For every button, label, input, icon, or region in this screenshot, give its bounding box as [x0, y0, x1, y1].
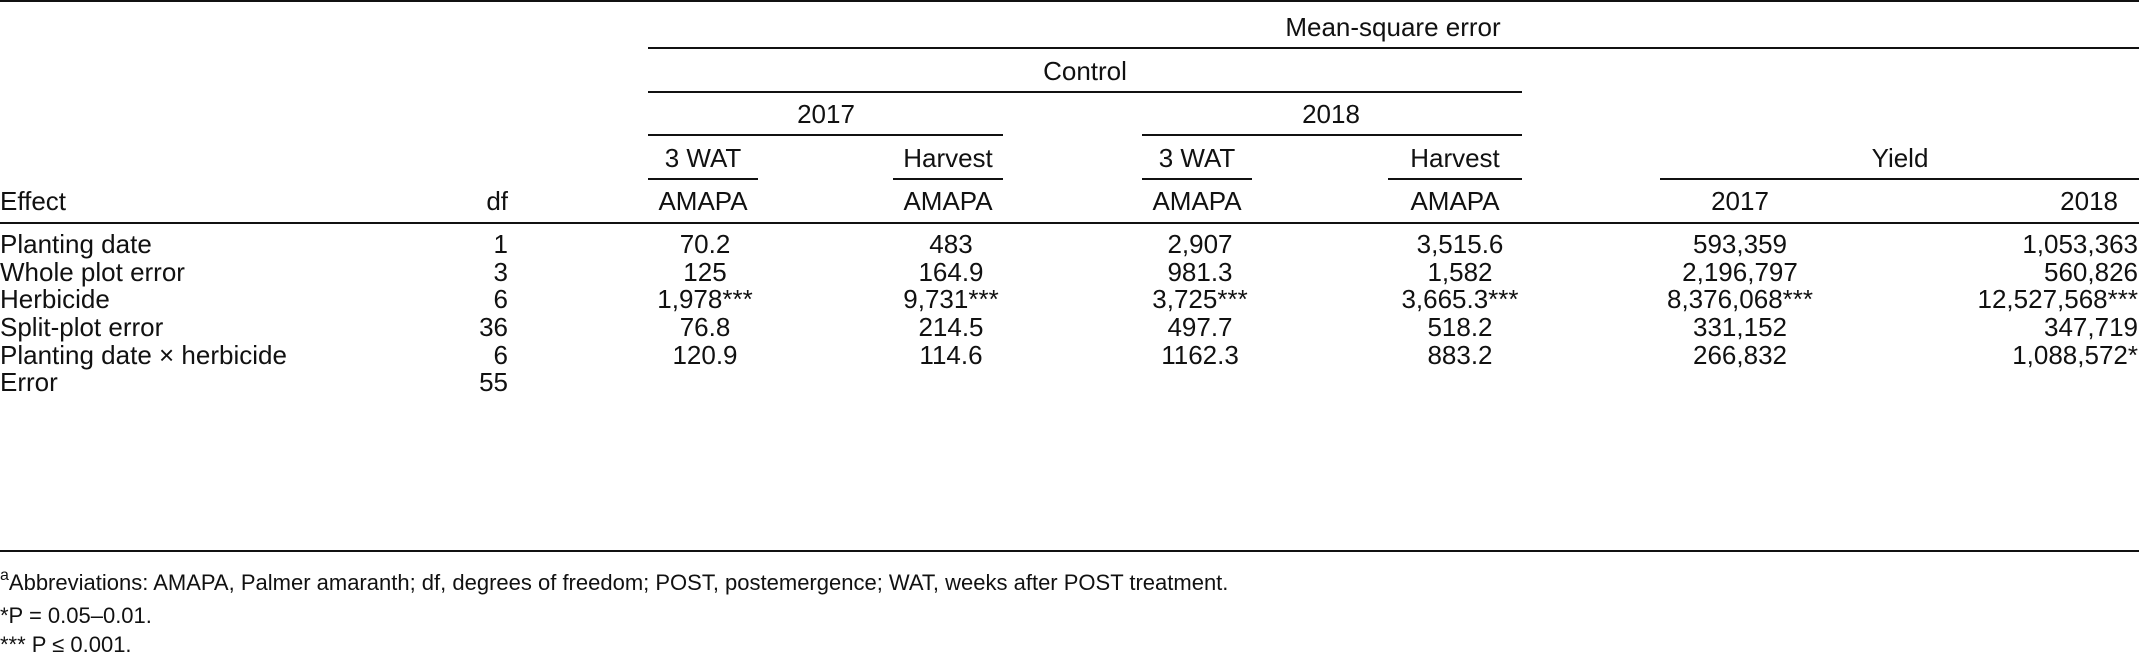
footnote-abbreviations: aAbbreviations: AMAPA, Palmer amaranth; … — [0, 566, 1229, 598]
footnote-triple-star: *** P ≤ 0.001. — [0, 632, 132, 657]
cell-amapa-2017-harvest: 164.9 — [918, 257, 984, 287]
cell-amapa-2017-3wat: 120.9 — [672, 340, 738, 370]
cell-yield-2017: 2,196,797 — [1682, 257, 1798, 287]
cell-yield-2018: 560,826 — [2044, 257, 2138, 287]
cell-yield-2018: 347,719 — [2044, 312, 2138, 342]
header-harvest-2018: Harvest — [1410, 143, 1500, 173]
harvest-2017-underline — [893, 178, 1003, 180]
header-yield-2018: 2018 — [2060, 186, 2118, 216]
header-amapa-4: AMAPA — [1410, 186, 1500, 216]
header-bottom-rule — [0, 222, 2139, 224]
cell-amapa-2017-3wat: 125 — [683, 257, 727, 287]
header-yield-2017: 2017 — [1711, 186, 1769, 216]
header-amapa-1: AMAPA — [658, 186, 748, 216]
yield-underline — [1660, 178, 2139, 180]
cell-amapa-2017-3wat: 76.8 — [679, 312, 731, 342]
header-df: df — [486, 186, 508, 216]
mse-underline — [648, 47, 2139, 49]
cell-amapa-2018-3wat: 2,907 — [1167, 229, 1233, 259]
cell-amapa-2018-harvest: 883.2 — [1427, 340, 1493, 370]
cell-amapa-2017-harvest: 9,731*** — [903, 284, 999, 314]
header-amapa-2: AMAPA — [903, 186, 993, 216]
cell-amapa-2018-3wat: 497.7 — [1167, 312, 1233, 342]
header-harvest-2017: Harvest — [903, 143, 993, 173]
cell-amapa-2018-3wat: 3,725*** — [1152, 284, 1248, 314]
footnote-a-text: Abbreviations: AMAPA, Palmer amaranth; d… — [8, 570, 1229, 595]
cell-yield-2017: 593,359 — [1693, 229, 1787, 259]
cell-amapa-2018-3wat: 1162.3 — [1161, 340, 1239, 370]
cell-df: 55 — [479, 367, 508, 397]
cell-yield-2017: 266,832 — [1693, 340, 1787, 370]
cell-yield-2018: 12,527,568*** — [1977, 284, 2138, 314]
cell-amapa-2017-harvest: 114.6 — [919, 340, 983, 370]
harvest-2018-underline — [1388, 178, 1522, 180]
header-3wat-2017: 3 WAT — [664, 143, 742, 173]
cell-effect: Herbicide — [0, 284, 110, 314]
header-amapa-3: AMAPA — [1152, 186, 1242, 216]
cell-amapa-2018-harvest: 3,515.6 — [1416, 229, 1504, 259]
cell-amapa-2017-3wat: 70.2 — [679, 229, 731, 259]
header-mean-square-error: Mean-square error — [1285, 12, 1501, 42]
year-2018-underline — [1142, 134, 1522, 136]
wat-2017-underline — [648, 178, 758, 180]
cell-effect: Planting date × herbicide — [0, 340, 287, 370]
table-bottom-rule — [0, 550, 2139, 552]
cell-df: 1 — [493, 229, 508, 259]
cell-amapa-2018-3wat: 981.3 — [1167, 257, 1233, 287]
wat-2018-underline — [1142, 178, 1252, 180]
header-effect: Effect — [0, 186, 67, 216]
cell-yield-2017: 8,376,068*** — [1666, 284, 1814, 314]
cell-amapa-2017-3wat: 1,978*** — [657, 284, 753, 314]
cell-df: 3 — [493, 257, 508, 287]
cell-df: 6 — [493, 340, 508, 370]
cell-yield-2018: 1,088,572* — [2012, 340, 2138, 370]
header-year-2017: 2017 — [797, 99, 855, 129]
header-yield: Yield — [1871, 143, 1929, 173]
cell-yield-2018: 1,053,363 — [2022, 229, 2138, 259]
cell-yield-2017: 331,152 — [1693, 312, 1787, 342]
cell-effect: Whole plot error — [0, 257, 185, 287]
cell-amapa-2017-harvest: 214.5 — [918, 312, 984, 342]
cell-effect: Error — [0, 367, 58, 397]
cell-df: 36 — [479, 312, 508, 342]
control-underline — [648, 91, 1522, 93]
cell-amapa-2017-harvest: 483 — [929, 229, 973, 259]
header-3wat-2018: 3 WAT — [1158, 143, 1236, 173]
header-control: Control — [1043, 56, 1127, 86]
cell-effect: Split-plot error — [0, 312, 164, 342]
footnote-single-star: *P = 0.05–0.01. — [0, 603, 152, 628]
footnote-a-mark: a — [0, 566, 9, 584]
cell-amapa-2018-harvest: 518.2 — [1427, 312, 1493, 342]
cell-effect: Planting date — [0, 229, 152, 259]
year-2017-underline — [648, 134, 1003, 136]
cell-amapa-2018-harvest: 1,582 — [1427, 257, 1493, 287]
cell-df: 6 — [493, 284, 508, 314]
table-top-rule — [0, 0, 2139, 2]
header-year-2018: 2018 — [1302, 99, 1360, 129]
cell-amapa-2018-harvest: 3,665.3*** — [1401, 284, 1519, 314]
